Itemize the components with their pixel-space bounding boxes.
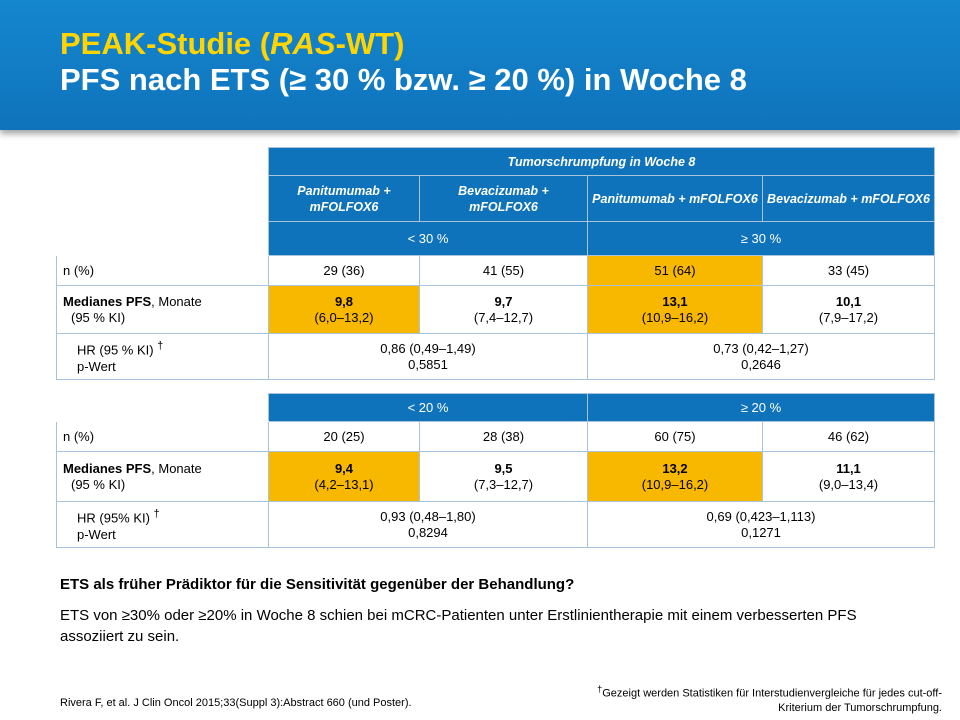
pfs-cell: 10,1 (7,9–17,2) [762, 285, 935, 334]
row-label-hr: HR (95 % KI) † p-Wert [56, 333, 269, 380]
row-label-hr: HR (95% KI) † p-Wert [56, 501, 269, 548]
threshold-high: ≥ 30 % [587, 221, 935, 256]
hr-cell-low: 0,93 (0,48–1,80) 0,8294 [268, 501, 588, 548]
empty-corner-cell [56, 147, 269, 256]
arm-header: Bevacizumab + mFOLFOX6 [762, 175, 935, 222]
pfs-cell-highlighted: 9,8 (6,0–13,2) [268, 285, 420, 334]
n-cell: 28 (38) [419, 421, 588, 452]
empty-corner-cell [56, 393, 269, 422]
answer-text: ETS von ≥30% oder ≥20% in Woche 8 schien… [60, 607, 857, 645]
hr-cell-high: 0,69 (0,423–1,113) 0,1271 [586, 501, 936, 548]
row-label-n: n (%) [56, 255, 269, 286]
reference-citation: Rivera F, et al. J Clin Oncol 2015;33(Su… [60, 697, 412, 709]
n-cell: 20 (25) [268, 421, 420, 452]
n-cell: 60 (75) [587, 421, 763, 452]
footnote: †Gezeigt werden Statistiken für Interstu… [597, 684, 942, 714]
slide-title: PEAK-Studie (RAS-WT) PFS nach ETS (≥ 30 … [60, 26, 940, 98]
row-label-n: n (%) [56, 421, 269, 452]
pfs-cell-highlighted: 9,4 (4,2–13,1) [268, 451, 420, 502]
hr-cell-low: 0,86 (0,49–1,49) 0,5851 [268, 333, 588, 380]
threshold-high: ≥ 20 % [586, 393, 936, 422]
n-cell: 29 (36) [268, 255, 420, 286]
group-header: Tumorschrumpfung in Woche 8 [268, 147, 935, 176]
pfs-cell: 11,1 (9,0–13,4) [761, 451, 936, 502]
n-cell: 41 (55) [419, 255, 588, 286]
title-line-2: PFS nach ETS (≥ 30 % bzw. ≥ 20 %) in Woc… [60, 62, 747, 97]
n-cell: 33 (45) [762, 255, 935, 286]
arm-header: Panitumumab + mFOLFOX6 [587, 175, 763, 222]
arm-header: Panitumumab + mFOLFOX6 [268, 175, 420, 222]
arm-header: Bevacizumab + mFOLFOX6 [419, 175, 588, 222]
pfs-cell: 9,5 (7,3–12,7) [419, 451, 588, 502]
results-table-30: Tumorschrumpfung in Woche 8 Panitumumab … [56, 147, 935, 380]
threshold-low: < 20 % [268, 393, 588, 422]
n-cell: 46 (62) [761, 421, 936, 452]
question-heading: ETS als früher Prädiktor für die Sensiti… [60, 576, 575, 593]
hr-cell-high: 0,73 (0,42–1,27) 0,2646 [587, 333, 935, 380]
title-banner: PEAK-Studie (RAS-WT) PFS nach ETS (≥ 30 … [0, 0, 960, 130]
threshold-low: < 30 % [268, 221, 588, 256]
row-label-pfs: Medianes PFS, Monate (95 % KI) [56, 451, 269, 502]
title-line-1: PEAK-Studie (RAS-WT) [60, 26, 405, 61]
n-cell-highlighted: 51 (64) [587, 255, 763, 286]
row-label-pfs: Medianes PFS, Monate (95 % KI) [56, 285, 269, 334]
pfs-cell-highlighted: 13,2 (10,9–16,2) [587, 451, 763, 502]
results-table-20: < 20 % ≥ 20 % n (%) 20 (25) 28 (38) 60 (… [56, 393, 936, 548]
pfs-cell-highlighted: 13,1 (10,9–16,2) [587, 285, 763, 334]
pfs-cell: 9,7 (7,4–12,7) [419, 285, 588, 334]
